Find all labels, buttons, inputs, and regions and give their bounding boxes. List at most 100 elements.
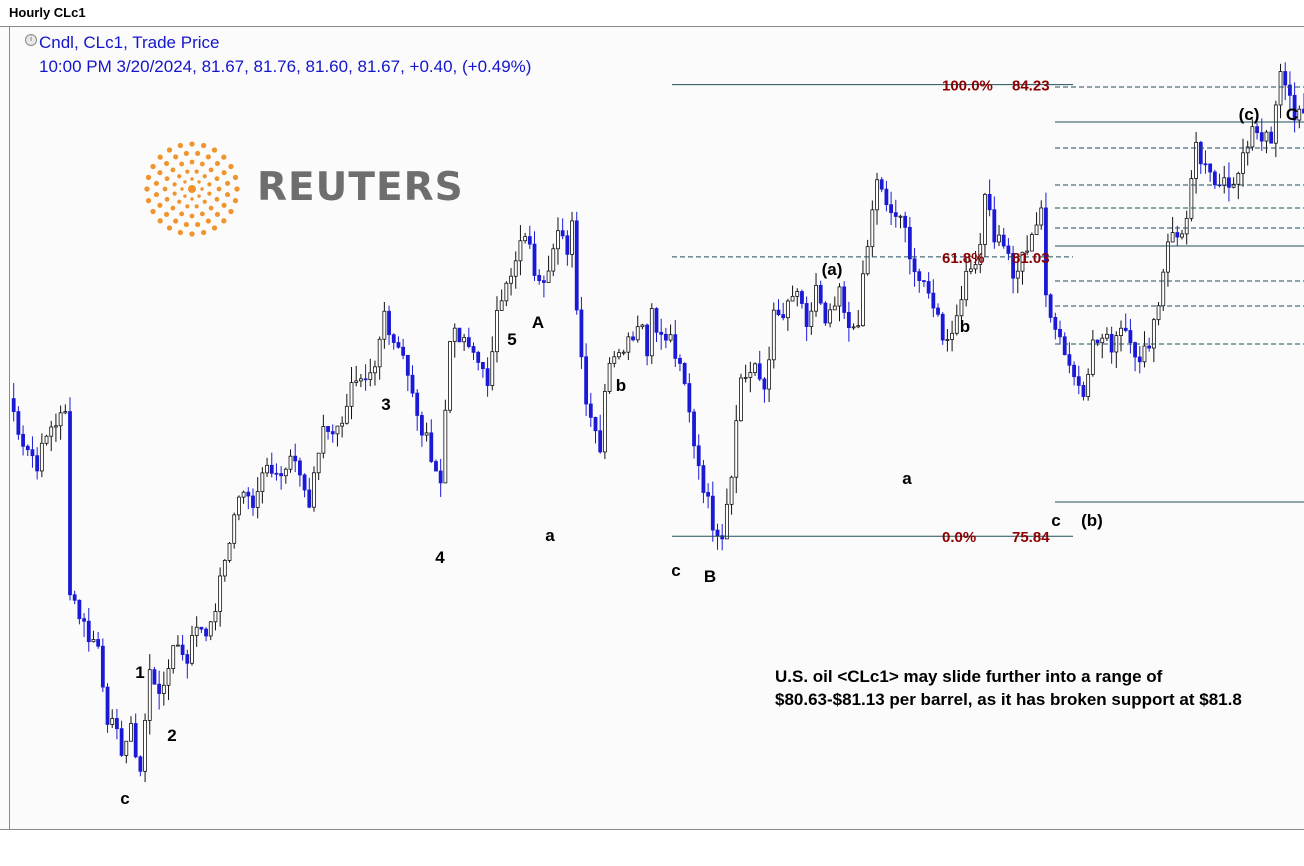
candle-body <box>847 312 850 327</box>
candle-body <box>688 384 691 412</box>
candle-body <box>430 433 433 462</box>
candle-body <box>336 426 339 434</box>
candle-body <box>26 446 29 449</box>
reuters-logo-dot <box>184 222 189 227</box>
candle-body <box>890 205 893 213</box>
wave-label: 5 <box>507 330 516 349</box>
candle-body <box>1110 334 1113 352</box>
candle-body <box>115 718 118 728</box>
reuters-logo-dot <box>180 187 183 190</box>
reuters-logo-dot <box>200 212 205 217</box>
candle-body <box>1148 346 1151 348</box>
candle-body <box>167 669 170 686</box>
candle-body <box>73 595 76 601</box>
candle-body <box>486 369 489 386</box>
candle-body <box>289 456 292 469</box>
candle-body <box>988 194 991 209</box>
candle-body <box>725 504 728 539</box>
reuters-logo-dot <box>200 187 203 190</box>
candle-body <box>1091 340 1094 374</box>
candle-body <box>819 285 822 303</box>
wave-label: B <box>704 567 716 586</box>
reuters-logo-dot <box>173 219 178 224</box>
candle-body <box>12 399 15 412</box>
wave-label: (b) <box>1081 511 1103 530</box>
reuters-logo-dot <box>185 204 189 208</box>
candle-body <box>744 377 747 378</box>
candle-body <box>1237 173 1240 184</box>
candle-body <box>589 404 592 417</box>
candle-body <box>186 655 189 664</box>
reuters-logo-dot <box>188 185 196 193</box>
candle-body <box>373 367 376 373</box>
candle-body <box>106 687 109 724</box>
candle-body <box>580 310 583 357</box>
candle-body <box>913 259 916 272</box>
reuters-logo-dot <box>201 143 206 148</box>
reuters-logo-dot <box>215 161 220 166</box>
candle-body <box>195 627 198 635</box>
candle-body <box>1129 330 1132 342</box>
candle-body <box>87 621 90 641</box>
reuters-logo-dot <box>222 203 227 208</box>
candle-body <box>219 576 222 611</box>
candle-body <box>1124 328 1127 330</box>
candle-body <box>383 311 386 339</box>
candle-body <box>1016 271 1019 278</box>
candle-body <box>1068 355 1071 366</box>
candle-body <box>533 244 536 275</box>
candle-body <box>951 333 954 339</box>
reuters-logo-dot <box>190 214 195 219</box>
candle-body <box>45 436 48 443</box>
candle-body <box>636 327 639 340</box>
candle-body <box>843 287 846 313</box>
candle-body <box>1040 208 1043 225</box>
candle-body <box>331 432 334 434</box>
reuters-logo-dot <box>179 212 184 217</box>
candle-body <box>83 619 86 622</box>
candle-body <box>1298 109 1301 120</box>
reuters-logo-dot <box>189 231 194 236</box>
candle-body <box>528 237 531 245</box>
candle-body <box>613 357 616 364</box>
reuters-logo-dot <box>201 230 206 235</box>
candle-body <box>434 462 437 472</box>
candle-body <box>298 461 301 475</box>
legend-info-icon[interactable]: i <box>25 34 37 46</box>
candle-body <box>510 276 513 283</box>
candle-body <box>317 453 320 473</box>
candle-body <box>1082 385 1085 396</box>
candle-body <box>707 492 710 496</box>
reuters-logo-dot <box>217 187 222 192</box>
candle-body <box>1059 329 1062 336</box>
candle-body <box>1185 218 1188 234</box>
candle-body <box>280 474 283 476</box>
candle-body <box>139 757 142 772</box>
candle-body <box>585 357 588 404</box>
reuters-logo-dot <box>197 180 200 183</box>
candle-body <box>172 646 175 669</box>
candle-body <box>777 310 780 314</box>
candle-body <box>495 310 498 351</box>
candle-body <box>857 326 860 327</box>
reuters-logo-dot <box>167 147 172 152</box>
reuters-logo-text: REUTERS <box>257 165 464 210</box>
candle-body <box>402 347 405 355</box>
wave-label: c <box>120 789 129 808</box>
candle-body <box>444 410 447 483</box>
wave-label: 2 <box>167 726 176 745</box>
candle-body <box>824 303 827 323</box>
candle-body <box>946 339 949 340</box>
reuters-logo-dot <box>222 170 227 175</box>
candle-body <box>228 543 231 560</box>
candle-body <box>50 427 53 436</box>
candle-body <box>904 216 907 227</box>
candle-body <box>993 210 996 242</box>
candle-body <box>453 328 456 341</box>
candle-body <box>92 639 95 641</box>
candle-body <box>1223 178 1226 186</box>
candle-body <box>810 311 813 326</box>
candle-body <box>1101 338 1104 343</box>
candle-body <box>1199 142 1202 163</box>
candle-body <box>998 235 1001 242</box>
